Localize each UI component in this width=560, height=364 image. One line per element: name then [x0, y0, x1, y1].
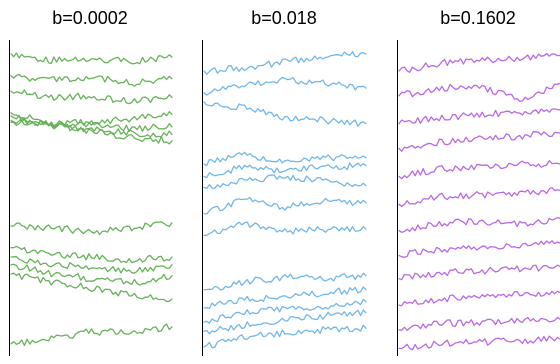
panel-3-series-line-11	[398, 316, 560, 331]
panel-3-series-line-8	[398, 240, 560, 258]
panel-3-series-line-6	[398, 186, 560, 207]
panel-1-series-line-12	[10, 272, 173, 303]
panel-1-series-line-4	[10, 111, 173, 127]
panel-2-series-line-2	[203, 76, 367, 96]
panel-3-series-line-7	[398, 217, 560, 233]
panel-2-title: b=0.018	[251, 8, 317, 28]
panel-3-series-line-10	[398, 290, 560, 307]
panel-1-series-line-6	[10, 118, 173, 138]
panel-3: b=0.1602	[397, 8, 560, 356]
panel-1-series-line-11	[10, 263, 173, 286]
panel-2-series-layer	[203, 50, 367, 349]
panel-3-series-line-12	[398, 335, 560, 351]
panel-2-series-line-3	[203, 101, 367, 127]
panel-3-series-line-4	[398, 131, 560, 152]
panel-1-series-layer	[10, 52, 173, 347]
panel-1-series-line-10	[10, 256, 173, 274]
panel-2-series-line-9	[203, 272, 367, 291]
panel-3-series-layer	[398, 52, 560, 351]
panel-2-series-line-7	[203, 196, 367, 215]
panel-2-series-line-4	[203, 151, 367, 167]
panel-3-series-line-5	[398, 160, 560, 180]
panel-1-series-line-3	[10, 89, 173, 105]
panel-1: b=0.0002	[9, 8, 173, 356]
panel-3-title: b=0.1602	[440, 8, 516, 28]
panel-2-series-line-5	[203, 162, 367, 179]
panel-2-series-line-1	[203, 50, 367, 75]
panel-1-title: b=0.0002	[52, 8, 128, 28]
panel-1-series-line-9	[10, 245, 173, 264]
panel-2-series-line-6	[203, 174, 367, 190]
panel-1-series-line-13	[10, 323, 173, 347]
panel-1-series-line-7	[10, 120, 173, 145]
panel-1-series-line-1	[10, 52, 173, 65]
panel-3-series-line-1	[398, 52, 560, 73]
panel-2: b=0.018	[202, 8, 367, 356]
panel-2-series-line-13	[203, 324, 367, 349]
panel-2-series-line-12	[203, 309, 367, 335]
panel-3-series-line-2	[398, 82, 560, 103]
panel-2-series-line-10	[203, 286, 367, 310]
panel-3-series-line-9	[398, 264, 560, 281]
panel-1-series-line-2	[10, 73, 173, 87]
panel-2-series-line-11	[203, 298, 367, 324]
panel-1-series-line-8	[10, 221, 173, 236]
panel-2-series-line-8	[203, 221, 367, 236]
panel-3-series-line-3	[398, 108, 560, 125]
